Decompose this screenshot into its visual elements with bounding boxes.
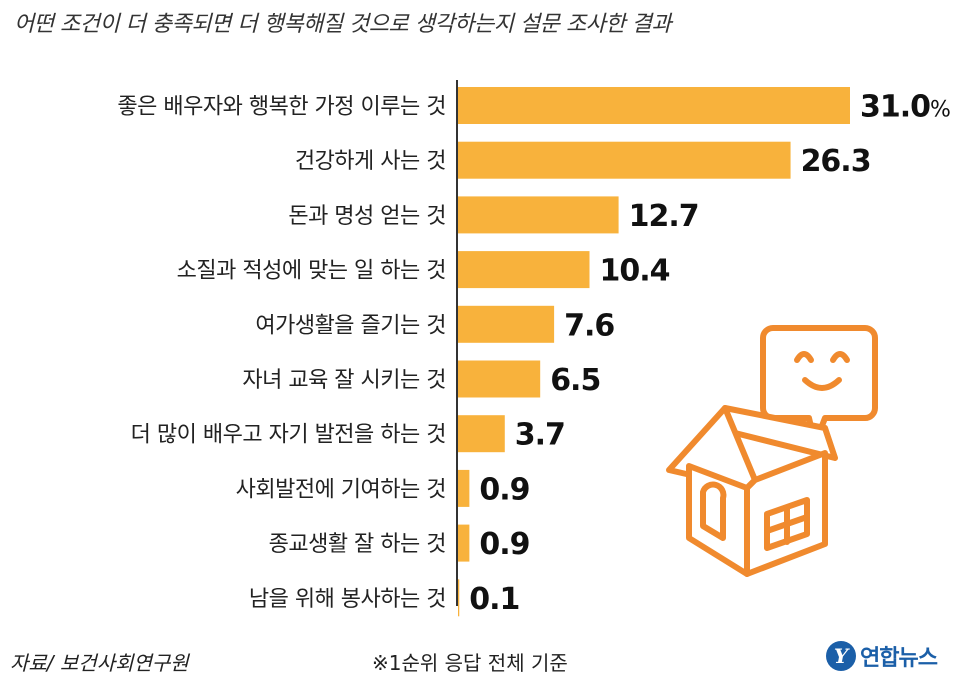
value-label-3: 10.4 — [600, 254, 670, 289]
yonhap-logo-icon: Y — [826, 641, 856, 671]
house-illustration — [666, 325, 878, 577]
yonhap-logo-text: 연합뉴스 — [860, 646, 938, 671]
source-label: 자료/ 보건사회연구원 — [10, 651, 189, 675]
category-label-4: 여가생활을 즐기는 것 — [255, 313, 446, 338]
basis-note: ※1순위 응답 전체 기준 — [372, 651, 568, 675]
value-label-4: 7.6 — [564, 308, 614, 343]
value-label-1: 26.3 — [801, 144, 871, 179]
value-label-7: 0.9 — [479, 472, 529, 507]
category-label-5: 자녀 교육 잘 시키는 것 — [242, 368, 446, 393]
bar-5 — [458, 360, 541, 398]
value-label-9: 0.1 — [469, 582, 519, 617]
category-label-7: 사회발전에 기여하는 것 — [236, 477, 446, 502]
value-label-2: 12.7 — [629, 199, 699, 234]
category-label-3: 소질과 적성에 맞는 일 하는 것 — [177, 259, 446, 284]
value-label-8: 0.9 — [479, 527, 529, 562]
value-label-6: 3.7 — [515, 418, 565, 453]
bar-0 — [458, 87, 850, 124]
category-label-0: 좋은 배우자와 행복한 가정 이루는 것 — [117, 95, 446, 120]
category-label-1: 건강하게 사는 것 — [295, 149, 446, 174]
bar-8 — [458, 524, 470, 562]
value-label-0: 31.0% — [860, 90, 950, 125]
house-icon — [666, 405, 838, 577]
category-label-9: 남을 위해 봉사하는 것 — [249, 587, 446, 612]
bar-chart: 좋은 배우자와 행복한 가정 이루는 것 31.0% 건강하게 사는 것 26.3 돈과… — [117, 80, 951, 617]
chart-title: 어떤 조건이 더 충족되면 더 행복해질 것으로 생각하는지 설문 조사한 결과 — [14, 12, 672, 37]
category-label-6: 더 많이 배우고 자기 발전을 하는 것 — [131, 423, 446, 448]
bar-7 — [458, 469, 470, 507]
bar-6 — [458, 415, 505, 453]
category-label-8: 종교생활 잘 하는 것 — [269, 532, 446, 557]
bar-1 — [458, 141, 791, 179]
value-label-5: 6.5 — [550, 363, 600, 398]
unit-label: % — [930, 98, 950, 123]
bar-2 — [458, 196, 619, 234]
category-label-2: 돈과 명성 얻는 것 — [288, 204, 446, 229]
bar-3 — [458, 251, 590, 289]
yonhap-logo: Y 연합뉴스 — [826, 640, 938, 672]
bar-9 — [458, 579, 460, 617]
bar-4 — [458, 305, 555, 343]
